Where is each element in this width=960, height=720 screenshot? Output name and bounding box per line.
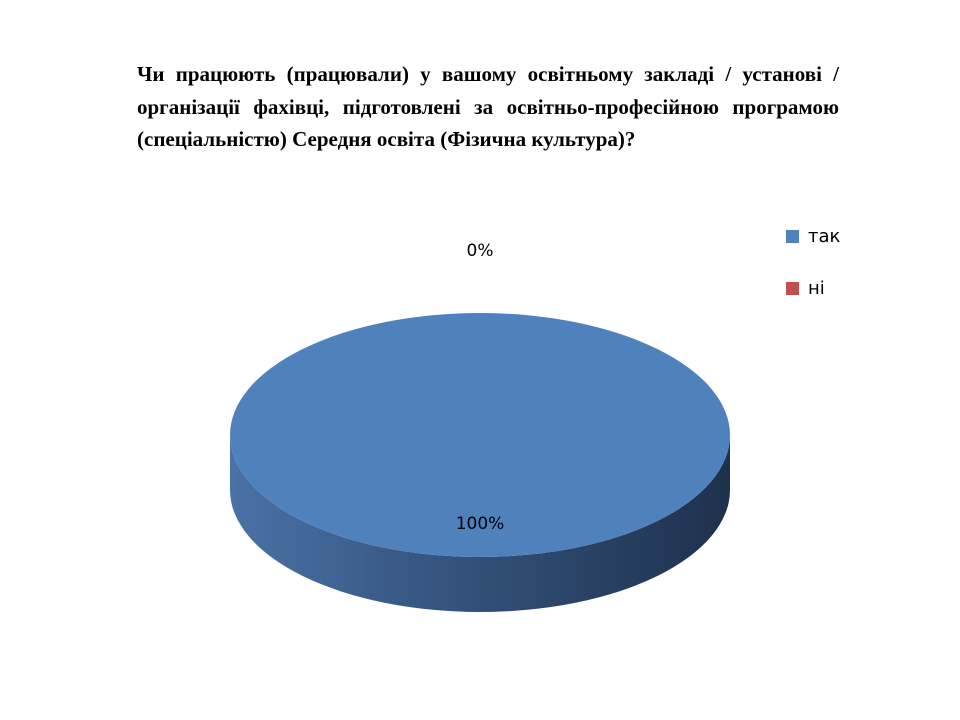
legend-item-ni: ні <box>786 276 840 300</box>
data-label-tak: 100% <box>456 514 505 534</box>
legend-label-tak: так <box>808 225 841 247</box>
legend-item-tak: так <box>786 224 840 248</box>
data-label-ni: 0% <box>467 241 494 261</box>
legend-swatch-tak <box>786 229 799 243</box>
legend-label-ni: ні <box>808 277 825 299</box>
legend-swatch-ni <box>786 281 799 295</box>
chart-legend: так ні <box>786 224 840 328</box>
pie-side-wall <box>230 435 730 612</box>
pie-slice-tak <box>230 313 730 557</box>
chart-title: Чи працюють (працювали) у вашому освітнь… <box>137 62 839 151</box>
